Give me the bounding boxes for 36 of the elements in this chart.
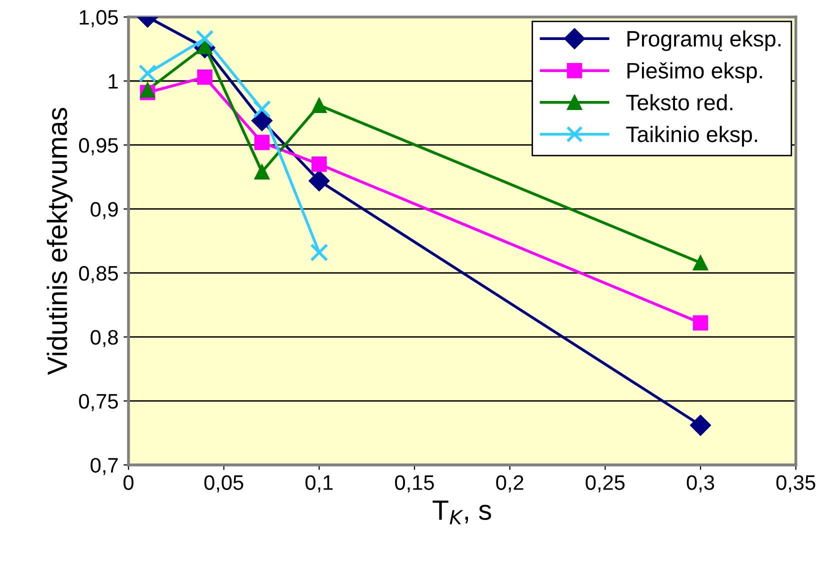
- x-tick-label: 0,25: [586, 475, 625, 492]
- point: [254, 164, 270, 180]
- point: [138, 64, 157, 82]
- x-axis-title: T$_{K}$, s: [432, 500, 492, 524]
- point: [312, 98, 327, 113]
- legend-label: Teksto red.: [626, 94, 732, 110]
- y-tick-label: 0,7: [90, 458, 118, 476]
- point: [251, 110, 272, 132]
- x-tick-label: 0,3: [686, 475, 714, 492]
- x-tick-label: 0,2: [496, 475, 524, 492]
- point: [692, 255, 708, 270]
- y-tick-label: 0,75: [79, 394, 118, 412]
- point: [252, 100, 271, 118]
- legend-label: Taikinio eksp.: [626, 126, 758, 147]
- point: [692, 315, 708, 331]
- x-tick-label: 0,05: [204, 475, 244, 492]
- point: [690, 414, 712, 436]
- point: [196, 30, 214, 48]
- point: [310, 243, 328, 262]
- y-tick-label: 0,9: [90, 202, 118, 220]
- x-tick-label: 0,15: [395, 475, 434, 492]
- x-tick-label: 0,1: [306, 475, 333, 492]
- y-tick-label: 1: [108, 74, 118, 89]
- x-tick-label: 0,35: [776, 475, 816, 492]
- legend-label: Piešimo eksp.: [627, 62, 762, 83]
- y-tick-label: 0,8: [90, 330, 118, 348]
- point: [197, 70, 212, 85]
- point: [254, 134, 270, 150]
- y-tick-label: 0,95: [79, 138, 118, 156]
- legend-label: Programų eksp.: [627, 30, 780, 52]
- point: [312, 156, 327, 172]
- y-tick-label: 0,85: [79, 266, 118, 284]
- y-tick-label: 1,05: [80, 10, 118, 28]
- point: [308, 170, 330, 192]
- y-axis-title: Vidutinis efektyvumas: [46, 108, 73, 375]
- x-tick-label: 0: [124, 475, 134, 490]
